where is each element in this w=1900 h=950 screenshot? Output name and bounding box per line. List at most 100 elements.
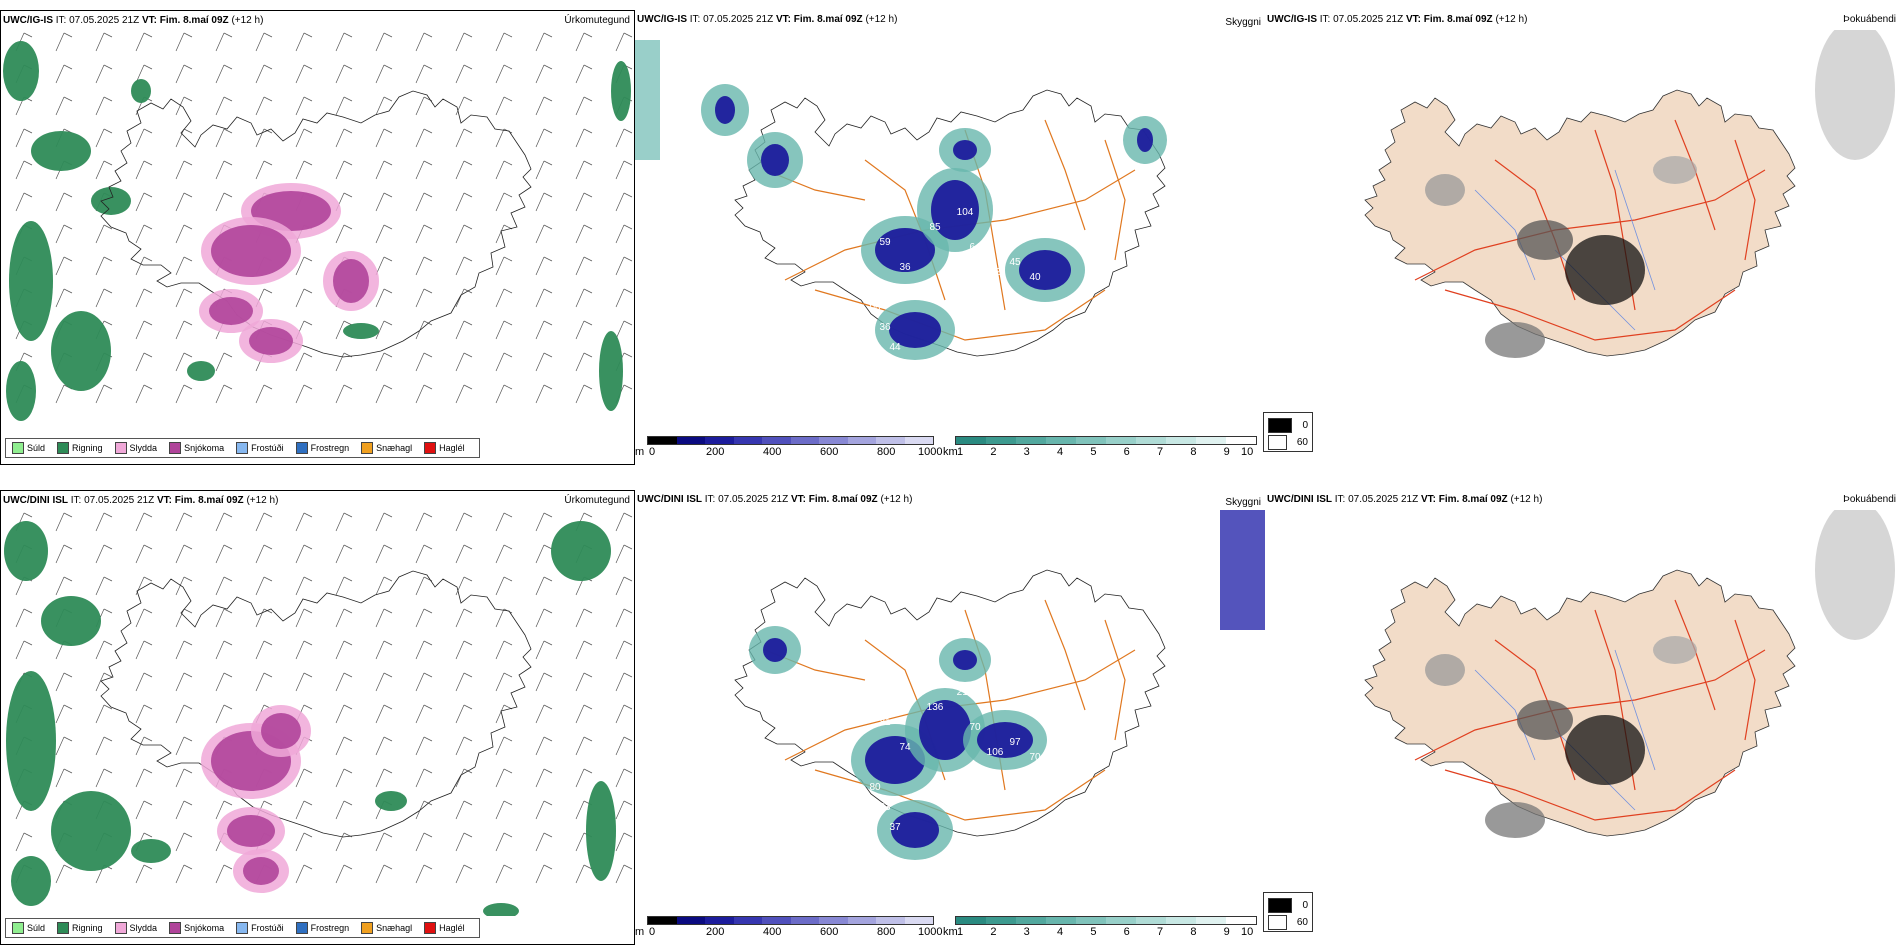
visibility-value-label: 81 <box>879 717 891 728</box>
rain-area <box>586 781 616 881</box>
colorbar-swatch <box>1076 917 1106 924</box>
snow-area <box>243 857 279 885</box>
colorbar-unit: m <box>635 446 645 458</box>
colorbar-swatch <box>819 917 848 924</box>
legend-swatch <box>57 922 70 934</box>
colorbar-swatch <box>1106 917 1136 924</box>
colorbar-tick: 4 <box>1057 926 1064 938</box>
valid-time: VT: Fim. 8.maí 09Z <box>141 15 229 26</box>
visibility-value-label: 37 <box>889 822 901 833</box>
precip-legend: Súld Rigning Slydda Snjókoma Frostúði Frostre… <box>5 438 480 458</box>
legend-swatch <box>12 442 24 454</box>
colorbar-tick: 9 <box>1223 446 1230 458</box>
legend-swatch <box>424 922 437 934</box>
legend-item: Snjókoma <box>169 442 224 454</box>
colorbar-tick: 6 <box>1123 446 1130 458</box>
visibility-value-label: 46 <box>749 212 761 223</box>
colorbar-swatch <box>1046 437 1076 444</box>
visibility-value-label: 70 <box>969 722 981 733</box>
rain-area <box>6 361 36 421</box>
visibility-value-label: 296 <box>1227 152 1244 163</box>
legend-item: Haglél <box>424 442 465 454</box>
legend-item: Slydda <box>114 922 158 934</box>
visibility-value-label: 12 <box>909 632 921 643</box>
legend-item: Frostúði <box>236 922 284 934</box>
visibility-value-label: 40 <box>1029 272 1041 283</box>
legend-label: Frostregn <box>310 443 350 453</box>
precip-map <box>4 512 633 916</box>
fog-legend-swatch <box>1268 915 1287 930</box>
rain-area <box>6 671 56 811</box>
snow-areas <box>201 705 311 893</box>
colorbar-tick: 1000 <box>918 926 943 938</box>
fog-area <box>1425 174 1465 206</box>
colorbar-tick: 8 <box>1190 926 1197 938</box>
rain-area <box>41 596 101 646</box>
colorbar-tick: 6 <box>1123 926 1130 938</box>
snow-areas <box>199 183 379 363</box>
visibility-value-label: 50 <box>829 237 841 248</box>
colorbar-tick: 200 <box>706 446 725 458</box>
colorbar-tick: 200 <box>706 926 725 938</box>
panel-header: UWC/DINI ISL IT: 07.05.2025 21Z VT: Fim.… <box>1267 494 1542 505</box>
legend-swatch <box>169 442 182 454</box>
colorbar-swatch <box>986 917 1016 924</box>
panel-header: UWC/IG-IS IT: 07.05.2025 21Z VT: Fim. 8.… <box>3 15 263 26</box>
colorbar-swatch <box>1106 437 1136 444</box>
visibility-value-label: 85 <box>929 222 941 233</box>
colorbar-swatch <box>733 917 762 924</box>
colorbar-swatch <box>956 917 986 924</box>
visibility-value-label: 39 <box>839 267 851 278</box>
legend-swatch <box>295 922 308 934</box>
fog-legend-label: 0 <box>1302 900 1308 911</box>
panel-title: Skyggni <box>1225 497 1261 508</box>
snow-area <box>261 713 301 749</box>
colorbar-swatch <box>1166 437 1196 444</box>
vis-m-area <box>875 228 935 272</box>
visibility-value-label: 71 <box>1059 222 1071 233</box>
legend-label: Slydda <box>129 923 158 933</box>
colorbar-tick: 0 <box>649 446 656 458</box>
colorbar-tick: 10 <box>1241 446 1254 458</box>
lead-time: (+12 h) <box>865 14 898 25</box>
visibility-value-label: 60 <box>859 327 871 338</box>
rain-area <box>375 791 407 811</box>
fog-legend-label: 60 <box>1296 917 1308 928</box>
colorbar-swatches <box>647 436 934 445</box>
visibility-value-label: 44 <box>889 342 901 353</box>
colorbar-tick: 7 <box>1157 446 1164 458</box>
lead-time: (+12 h) <box>880 494 913 505</box>
init-time: IT: 07.05.2025 21Z <box>55 15 140 26</box>
colorbar-tick: 7 <box>1157 926 1164 938</box>
legend-label: Snæhagl <box>376 923 413 933</box>
visibility-panel-bottom: UWC/DINI ISL IT: 07.05.2025 21Z VT: Fim.… <box>635 490 1265 945</box>
vis-m-area <box>891 812 939 848</box>
visibility-value-label: 215 <box>957 687 974 698</box>
fog-legend-row: 0 <box>1268 417 1308 434</box>
colorbar-tick: 5 <box>1090 446 1097 458</box>
colorbar-tick: 600 <box>820 926 839 938</box>
colorbar-tick: 8 <box>1190 446 1197 458</box>
colorbar-swatch <box>648 437 677 444</box>
colorbar-tick: 800 <box>877 446 896 458</box>
colorbar-swatch <box>733 437 762 444</box>
lead-time: (+12 h) <box>1510 494 1543 505</box>
vis-m-area <box>1019 250 1071 290</box>
rain-area <box>11 856 51 906</box>
fog-map <box>1364 510 1895 838</box>
colorbar-swatch <box>1016 437 1046 444</box>
colorbar-swatch <box>676 437 705 444</box>
legend-swatch <box>114 442 127 454</box>
colorbar-swatch <box>762 917 791 924</box>
model-name: UWC/IG-IS <box>3 15 53 26</box>
colorbar-unit: km <box>943 926 958 938</box>
legend-swatch <box>236 442 249 454</box>
colorbar-tick: 5 <box>1090 926 1097 938</box>
visibility-map: 59 69 81 74 136 215 70 106 97 70 67 80 63 37 43 12 27 12 6… <box>729 510 1265 860</box>
legend-swatch <box>361 442 374 454</box>
legend-item: Súld <box>12 922 45 934</box>
panel-header: UWC/DINI ISL IT: 07.05.2025 21Z VT: Fim.… <box>637 494 912 505</box>
colorbar-tick: 3 <box>1023 446 1030 458</box>
snow-area <box>249 327 293 355</box>
colorbar-swatch <box>1076 437 1106 444</box>
